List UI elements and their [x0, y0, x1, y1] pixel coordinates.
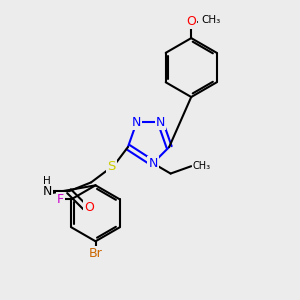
Text: F: F: [57, 193, 64, 206]
Text: N: N: [156, 116, 165, 128]
Text: S: S: [107, 160, 116, 173]
Text: N: N: [42, 185, 52, 198]
Text: O: O: [186, 15, 196, 28]
Text: O: O: [84, 201, 94, 214]
Text: H: H: [43, 176, 51, 186]
Text: N: N: [132, 116, 141, 128]
Text: CH₃: CH₃: [193, 161, 211, 171]
Text: Br: Br: [89, 247, 102, 260]
Text: N: N: [148, 157, 158, 170]
Text: CH₃: CH₃: [202, 15, 221, 26]
